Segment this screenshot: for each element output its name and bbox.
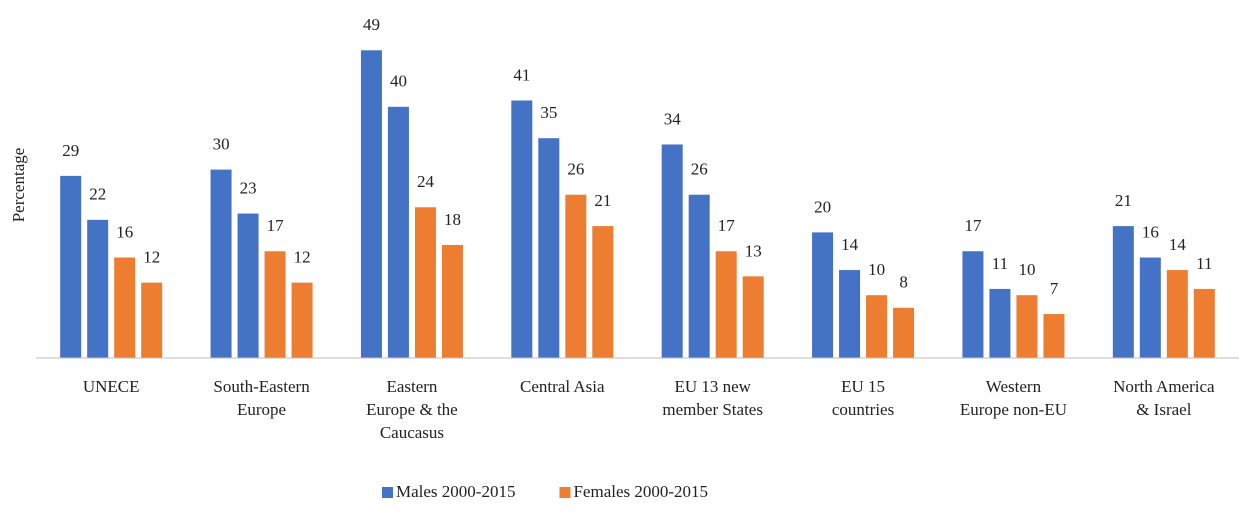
bar <box>812 232 834 358</box>
data-label: 21 <box>594 191 611 210</box>
bar <box>565 194 587 358</box>
legend-swatch <box>382 487 393 498</box>
x-tick-label: EU 15 <box>841 377 885 396</box>
x-tick-label: Western <box>986 377 1042 396</box>
bar <box>1166 270 1188 358</box>
bar <box>839 270 861 358</box>
x-tick-label: North America <box>1113 377 1215 396</box>
x-tick-label: Caucasus <box>380 423 444 442</box>
data-label: 22 <box>89 185 106 204</box>
legend-swatch <box>559 487 571 498</box>
x-tick-label: South-Eastern <box>213 377 310 396</box>
bar <box>441 244 463 358</box>
bar <box>1043 314 1065 358</box>
legend-label: Females 2000-2015 <box>573 482 708 501</box>
x-tick-label: Eastern <box>386 377 437 396</box>
bar <box>360 50 382 358</box>
legend-label: Males 2000-2015 <box>396 482 515 501</box>
bar <box>1112 226 1134 358</box>
data-label: 49 <box>363 15 380 34</box>
data-label: 16 <box>1142 222 1159 241</box>
bar <box>387 106 409 358</box>
data-label: 12 <box>294 248 311 267</box>
data-label: 14 <box>841 235 859 254</box>
bar <box>1016 295 1038 358</box>
y-axis-label: Percentage <box>9 148 28 223</box>
x-tick-label: & Israel <box>1136 400 1192 419</box>
data-label: 7 <box>1050 279 1059 298</box>
data-label: 14 <box>1169 235 1187 254</box>
data-label: 12 <box>143 248 160 267</box>
x-tick-label: Central Asia <box>520 377 605 396</box>
data-label: 10 <box>1018 260 1035 279</box>
data-label: 8 <box>899 273 908 292</box>
data-label: 34 <box>664 109 682 128</box>
bar <box>87 219 109 358</box>
data-label: 20 <box>814 197 831 216</box>
x-tick-label: Europe non-EU <box>960 400 1067 419</box>
data-label: 30 <box>213 135 230 154</box>
data-label: 17 <box>964 216 982 235</box>
bar <box>742 276 764 358</box>
data-label: 11 <box>992 254 1008 273</box>
data-label: 17 <box>718 216 736 235</box>
bar <box>210 169 232 358</box>
data-label: 11 <box>1196 254 1212 273</box>
data-label: 41 <box>513 65 530 84</box>
bar <box>291 282 313 358</box>
bar <box>688 194 710 358</box>
bar <box>962 251 984 358</box>
data-label: 29 <box>62 141 79 160</box>
bar <box>893 307 915 358</box>
data-label: 16 <box>116 222 133 241</box>
x-tick-label: Europe & the <box>366 400 458 419</box>
x-tick-label: UNECE <box>83 377 140 396</box>
data-label: 18 <box>444 210 461 229</box>
bar <box>414 207 436 358</box>
bar <box>511 100 533 359</box>
bar <box>1193 288 1215 358</box>
bar <box>715 251 737 358</box>
x-tick-label: member States <box>662 400 763 419</box>
data-label: 24 <box>417 172 435 191</box>
data-label: 23 <box>240 178 257 197</box>
bar <box>60 175 82 358</box>
data-label: 26 <box>691 160 708 179</box>
data-label: 17 <box>267 216 285 235</box>
bar <box>237 213 259 358</box>
data-label: 35 <box>540 103 557 122</box>
data-label: 21 <box>1115 191 1132 210</box>
bar <box>989 288 1011 358</box>
bar <box>592 226 614 358</box>
bar <box>141 282 163 358</box>
bar <box>1139 257 1161 358</box>
bar <box>114 257 136 358</box>
data-label: 10 <box>868 260 885 279</box>
x-tick-label: countries <box>832 400 894 419</box>
bar <box>866 295 888 358</box>
bar <box>538 138 560 358</box>
data-label: 13 <box>745 241 762 260</box>
x-tick-label: EU 13 new <box>674 377 751 396</box>
x-tick-label: Europe <box>237 400 286 419</box>
data-label: 40 <box>390 72 407 91</box>
bar <box>264 251 286 358</box>
bar <box>661 144 683 358</box>
data-label: 26 <box>567 160 584 179</box>
